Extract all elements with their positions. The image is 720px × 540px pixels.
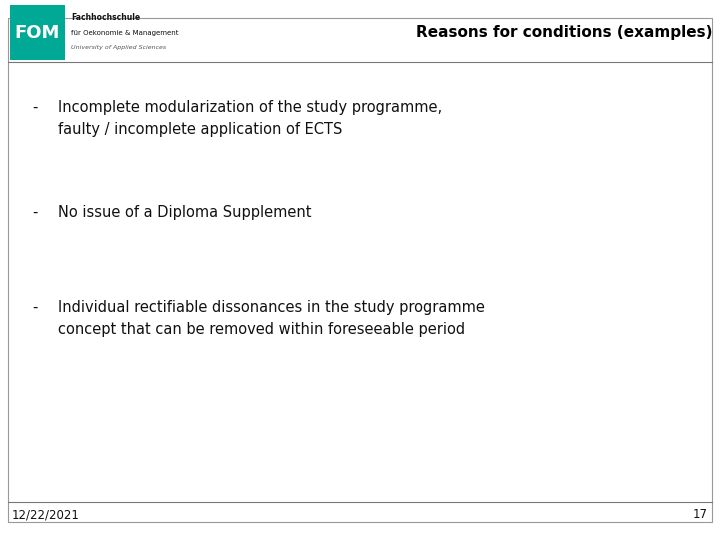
Text: FOM: FOM	[15, 24, 60, 42]
Text: -: -	[32, 205, 37, 220]
Text: Reasons for conditions (examples): Reasons for conditions (examples)	[415, 25, 712, 40]
Text: concept that can be removed within foreseeable period: concept that can be removed within fores…	[58, 322, 465, 337]
Text: 17: 17	[693, 509, 708, 522]
Text: Incomplete modularization of the study programme,: Incomplete modularization of the study p…	[58, 100, 442, 115]
Text: -: -	[32, 300, 37, 315]
Text: für Oekonomie & Management: für Oekonomie & Management	[71, 30, 179, 36]
Text: 12/22/2021: 12/22/2021	[12, 509, 80, 522]
Text: faulty / incomplete application of ECTS: faulty / incomplete application of ECTS	[58, 122, 343, 137]
Text: University of Applied Sciences: University of Applied Sciences	[71, 45, 166, 50]
Bar	[10, 5, 65, 60]
Text: No issue of a Diploma Supplement: No issue of a Diploma Supplement	[58, 205, 312, 220]
Text: -: -	[32, 100, 37, 115]
Text: Fachhochschule: Fachhochschule	[71, 12, 140, 22]
Text: Individual rectifiable dissonances in the study programme: Individual rectifiable dissonances in th…	[58, 300, 485, 315]
